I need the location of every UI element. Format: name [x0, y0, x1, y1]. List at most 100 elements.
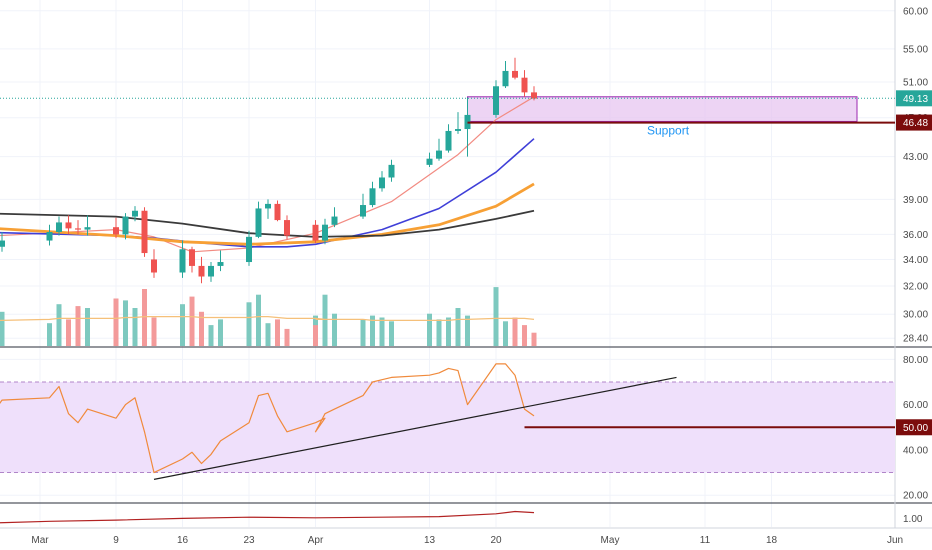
volume-bar	[56, 304, 62, 346]
candle-body	[198, 265, 205, 277]
time-tick-label: May	[601, 535, 620, 546]
volume-bar	[284, 328, 290, 346]
support-level-badge-bg	[896, 114, 932, 131]
volume-bar	[256, 294, 261, 346]
current-price-badge: 49.13	[903, 94, 928, 105]
candle-body	[122, 216, 129, 235]
volume-bar	[208, 325, 214, 346]
candle-body	[46, 231, 53, 241]
oscillator-panel	[0, 510, 535, 524]
time-axis[interactable]: Mar91623Apr1320May1118Jun8	[31, 535, 932, 546]
time-tick-label: Apr	[308, 535, 324, 546]
candle-body	[502, 70, 509, 87]
price-tick-label: 34.00	[903, 255, 928, 266]
volume-bar	[151, 317, 157, 346]
support-zone-layer	[467, 96, 858, 122]
rsi-line	[0, 363, 535, 474]
volume-bar	[455, 308, 461, 346]
candle-body	[56, 222, 62, 232]
candle-body	[360, 205, 366, 217]
candle-body	[493, 86, 499, 115]
volume-bar	[132, 308, 138, 346]
price-tick-label: 30.00	[903, 310, 928, 321]
volume-bar	[531, 332, 537, 346]
moving-average-line	[0, 96, 535, 253]
volume-bar	[493, 287, 499, 346]
candle-body	[312, 224, 319, 241]
rsi-level-badge-bg	[896, 419, 932, 436]
candle-body	[426, 158, 433, 165]
price-tick-label: 60.00	[903, 400, 928, 411]
volume-bar	[436, 319, 442, 346]
volume-bar	[75, 306, 81, 346]
candle-body	[388, 164, 395, 178]
candle-body	[284, 220, 290, 236]
price-tick-label: 36.00	[903, 230, 928, 241]
time-tick-label: 16	[177, 535, 189, 546]
candle-body	[246, 236, 252, 263]
volume-average-line	[0, 316, 535, 321]
time-tick-label: 13	[424, 535, 436, 546]
candle-body	[331, 216, 338, 225]
volume-bar	[512, 317, 518, 346]
volume-bar	[379, 317, 385, 346]
volume-bar	[199, 311, 204, 346]
volume-bar	[389, 321, 394, 346]
volume-bar	[503, 321, 508, 346]
volume-bar	[113, 298, 119, 346]
volume-bar	[66, 319, 71, 346]
candle-body	[65, 222, 72, 229]
volume-bar	[85, 308, 90, 346]
time-tick-label: 9	[113, 535, 119, 546]
volume-bar	[332, 313, 337, 346]
current-price-badge-bg	[896, 90, 932, 107]
volume-bar	[313, 325, 318, 346]
candle-body	[512, 70, 518, 78]
support-level-badge: 46.48	[903, 118, 928, 129]
candle-body	[265, 203, 271, 209]
price-tick-label: 40.00	[903, 445, 928, 456]
candle-body	[436, 150, 442, 159]
volume-bar	[275, 319, 280, 346]
candle-body	[274, 203, 281, 221]
time-tick-label: 18	[766, 535, 778, 546]
candlesticks	[0, 57, 537, 284]
rsi-level-badge: 50.00	[903, 423, 928, 434]
volume-bar	[360, 319, 366, 346]
time-tick-label: 23	[243, 535, 255, 546]
candle-body	[179, 249, 186, 273]
volume-bar	[427, 313, 432, 346]
candle-body	[217, 262, 224, 266]
price-tick-label: 55.00	[903, 44, 928, 55]
price-tick-label: 43.00	[903, 152, 928, 163]
time-tick-label: 11	[700, 535, 711, 546]
volume-bars	[0, 287, 537, 346]
support-annotation: Support	[647, 124, 690, 138]
time-tick-label: 20	[490, 535, 502, 546]
rsi-panel	[0, 363, 895, 480]
volume-bar	[123, 300, 128, 346]
candle-body	[208, 265, 214, 277]
support-zone-rect	[467, 96, 858, 122]
price-tick-label: 1.00	[903, 514, 923, 525]
candle-body	[84, 227, 91, 230]
price-axis[interactable]: 60.0055.0051.0047.0043.0039.0036.0034.00…	[896, 6, 932, 525]
volume-bar	[47, 323, 52, 346]
volume-bar	[265, 323, 271, 346]
candle-body	[531, 92, 537, 99]
price-tick-label: 39.00	[903, 195, 928, 206]
price-tick-label: 80.00	[903, 355, 928, 366]
candle-body	[322, 224, 328, 241]
price-tick-label: 28.40	[903, 334, 928, 345]
price-tick-label: 20.00	[903, 491, 928, 502]
candle-body	[189, 249, 195, 266]
candle-body	[455, 129, 461, 131]
candle-body	[255, 208, 262, 237]
candle-body	[445, 130, 452, 151]
candle-body	[379, 177, 385, 189]
candle-body	[151, 259, 157, 273]
time-tick-label: Jun	[887, 535, 903, 546]
oscillator-line	[0, 510, 535, 524]
price-tick-label: 32.00	[903, 281, 928, 292]
